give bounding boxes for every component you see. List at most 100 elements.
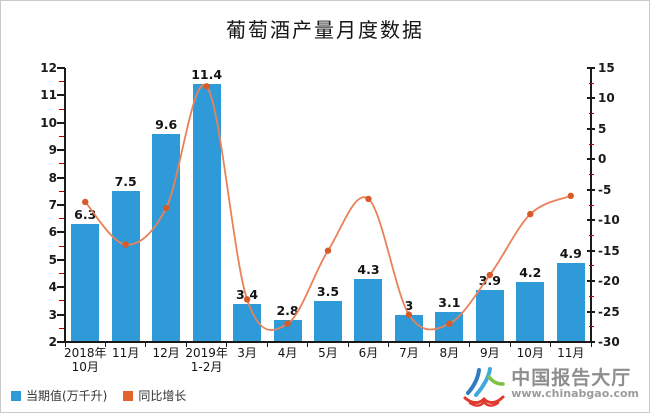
bar: [71, 224, 100, 341]
y-axis-tick-right: [587, 310, 595, 313]
y-axis-tick-right: [587, 158, 595, 161]
y-axis-minor-tick-right: [589, 113, 594, 115]
x-axis-label: 10月: [516, 346, 544, 360]
y-axis-label-right: -20: [598, 274, 620, 289]
y-axis-minor-tick-left: [59, 81, 64, 83]
y-axis-tick-right: [587, 219, 595, 222]
bar-value-label: 6.3: [74, 207, 97, 223]
x-axis-label: 12月: [152, 346, 180, 360]
bar-value-label: 11.4: [191, 67, 223, 83]
y-axis-label-right: -25: [598, 304, 620, 319]
watermark-url: www.chinabgao.com: [511, 387, 639, 400]
y-axis-minor-tick-right: [589, 326, 594, 328]
y-axis-minor-tick-right: [589, 295, 594, 297]
y-axis-minor-tick-right: [589, 82, 594, 84]
y-axis-tick-right: [587, 249, 595, 252]
y-axis-label-left: 10: [40, 115, 57, 130]
legend-label-bar: 当期值(万千升): [26, 389, 108, 403]
y-axis-label-left: 2: [48, 335, 57, 349]
y-axis-label-right: -10: [598, 213, 620, 228]
bar: [516, 281, 545, 341]
legend-item-yoy-growth: 同比增长: [123, 387, 186, 404]
watermark-logo: 中国报告大厅 www.chinabgao.com: [462, 367, 639, 409]
y-axis-minor-tick-left: [59, 300, 64, 302]
y-axis-left: [64, 68, 66, 343]
y-axis-label-left: 8: [48, 170, 57, 185]
bar: [475, 289, 504, 341]
x-axis-tick: [64, 343, 66, 347]
y-axis-label-right: 0: [598, 152, 607, 167]
y-axis-label-left: 11: [40, 88, 57, 103]
x-axis-label: 5月: [318, 346, 338, 360]
chart-title: 葡萄酒产量月度数据: [226, 18, 424, 42]
x-axis-tick: [469, 343, 471, 347]
y-axis-label-left: 12: [40, 61, 57, 75]
bar: [435, 311, 464, 341]
y-axis-tick-left: [57, 121, 65, 124]
y-axis-label-right: 10: [598, 91, 615, 106]
y-axis-label-right: -5: [598, 182, 612, 197]
legend: 当期值(万千升) 同比增长: [11, 387, 186, 404]
bar: [314, 300, 342, 341]
x-axis-tick: [428, 343, 430, 347]
y-axis-minor-tick-left: [59, 163, 64, 165]
y-axis-minor-tick-right: [589, 204, 594, 206]
bar: [192, 84, 221, 341]
x-axis-tick: [104, 343, 106, 347]
bar: [556, 262, 585, 341]
watermark-text: 中国报告大厅 www.chinabgao.com: [511, 367, 639, 400]
x-axis-label: 7月: [399, 346, 419, 360]
x-axis-tick: [388, 343, 390, 347]
y-axis-tick-right: [587, 280, 595, 283]
bar-value-label: 3.5: [316, 283, 340, 299]
x-axis-tick: [145, 343, 147, 347]
legend-item-current-value: 当期值(万千升): [11, 387, 107, 404]
y-axis-label-left: 5: [48, 252, 57, 267]
y-axis-tick-right: [587, 67, 595, 69]
x-axis-tick: [226, 343, 228, 347]
y-axis-minor-tick-left: [59, 108, 64, 110]
x-axis-label: 3月: [237, 346, 257, 360]
y-axis-minor-tick-left: [59, 273, 64, 274]
y-axis-minor-tick-right: [589, 265, 594, 267]
y-axis-tick-left: [57, 67, 65, 69]
y-axis-label-right: 15: [598, 61, 615, 75]
bar-value-label: 4.3: [357, 261, 380, 277]
y-axis-minor-tick-right: [589, 234, 594, 236]
watermark-brand: 中国报告大厅: [511, 367, 632, 389]
y-axis-tick-left: [57, 94, 65, 97]
y-axis-minor-tick-right: [589, 174, 594, 176]
x-axis-label: 4月: [277, 346, 298, 360]
bar-value-label: 4.9: [559, 245, 582, 261]
x-axis-tick: [266, 343, 268, 347]
x-axis-label: 11月: [112, 346, 140, 360]
y-axis-label-left: 3: [48, 307, 57, 322]
y-axis-tick-left: [57, 286, 65, 289]
y-axis-label-right: -15: [598, 243, 620, 258]
x-axis-tick: [347, 343, 349, 347]
x-axis-tick: [590, 343, 592, 347]
y-axis-minor-tick-left: [59, 327, 64, 329]
y-axis-label-left: 4: [48, 280, 57, 295]
legend-swatch-bar-icon: [11, 390, 21, 401]
y-axis-tick-right: [587, 341, 595, 343]
chinabgao-logo-icon: [463, 367, 505, 407]
y-axis-label-right: 5: [598, 121, 607, 136]
bar: [152, 133, 181, 341]
bar-value-label: 7.5: [114, 174, 137, 190]
legend-label-line: 同比增长: [138, 389, 187, 403]
x-axis-tick: [509, 343, 511, 347]
y-axis-minor-tick-right: [589, 143, 594, 145]
x-axis-label: 6月: [358, 346, 379, 360]
y-axis-right: [590, 68, 592, 343]
x-axis: [64, 341, 593, 343]
y-axis-tick-left: [57, 258, 65, 261]
bar-value-label: 3.4: [235, 286, 259, 302]
y-axis-tick-right: [587, 188, 595, 191]
bar-value-label: 4.2: [519, 264, 542, 280]
y-axis-tick-left: [57, 176, 65, 179]
y-axis-label-left: 9: [48, 143, 57, 158]
bar: [233, 303, 262, 341]
bar: [394, 314, 423, 341]
